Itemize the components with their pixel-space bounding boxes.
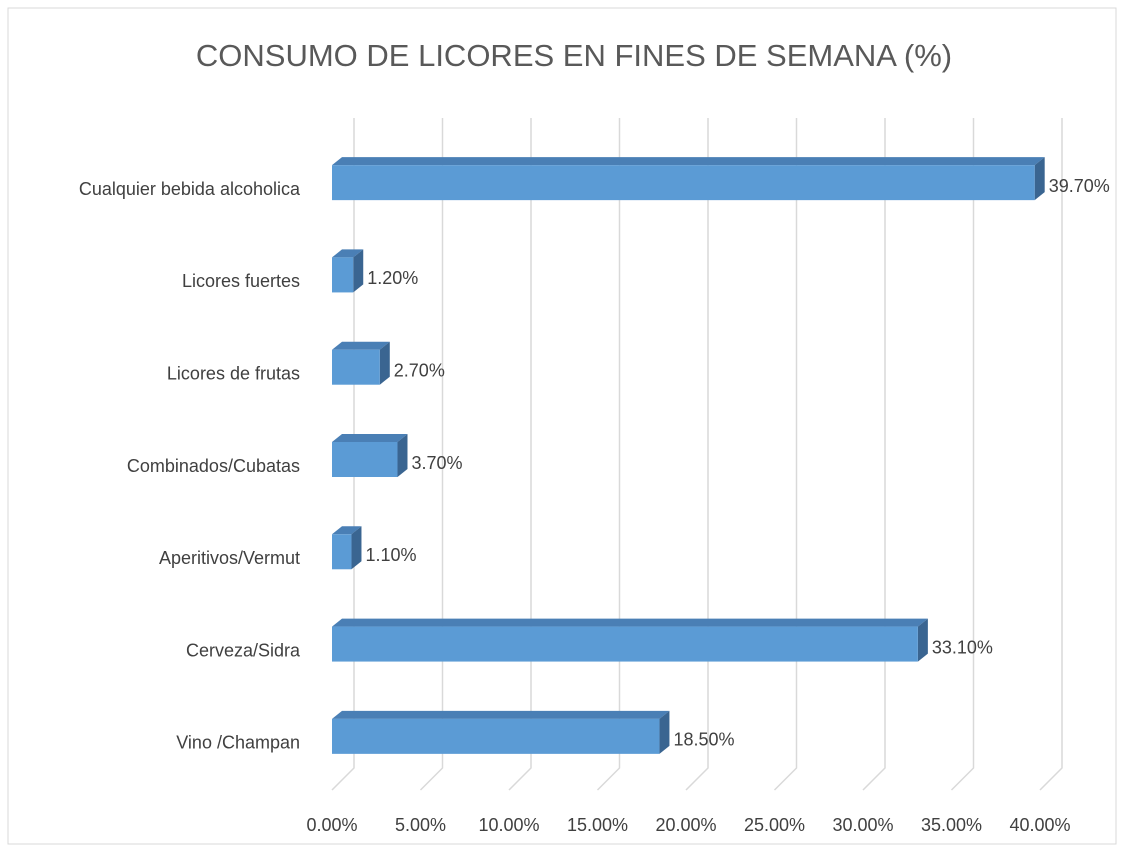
bar <box>332 618 928 662</box>
value-label: 18.50% <box>673 730 734 750</box>
bar-top <box>332 618 928 627</box>
y-tick-label: Cualquier bebida alcoholica <box>79 179 301 199</box>
bar-top <box>332 434 408 442</box>
value-label: 3.70% <box>411 453 462 473</box>
x-tick-label: 5.00% <box>395 815 446 835</box>
bar-front <box>332 165 1035 201</box>
bar-top <box>332 157 1045 166</box>
bar-side <box>351 526 362 570</box>
bar <box>332 341 390 385</box>
bar <box>332 157 1045 201</box>
chart-frame <box>7 7 1117 845</box>
grid-line <box>773 118 798 791</box>
bar-top <box>332 341 390 350</box>
x-tick-label: 40.00% <box>1009 815 1070 835</box>
bar-front <box>332 534 352 570</box>
x-tick-label: 10.00% <box>478 815 539 835</box>
x-tick-label: 35.00% <box>921 815 982 835</box>
bar-top <box>332 526 362 535</box>
grid-line <box>862 118 886 791</box>
bar <box>332 710 670 754</box>
grid-line <box>1039 118 1063 791</box>
x-tick-label: 25.00% <box>744 815 805 835</box>
grid-line <box>419 118 444 791</box>
y-tick-label: Licores de frutas <box>167 363 300 383</box>
y-tick-label: Vino /Champan <box>176 733 300 753</box>
bar-side <box>353 249 364 293</box>
bar-front <box>332 442 398 477</box>
bar-side <box>397 434 408 477</box>
value-label: 1.20% <box>367 268 418 288</box>
bar-top <box>332 710 670 719</box>
bar-side <box>1034 157 1045 201</box>
bar <box>332 434 408 477</box>
y-tick-label: Combinados/Cubatas <box>127 456 300 476</box>
grid-line <box>596 118 621 791</box>
grid-line <box>508 118 532 791</box>
value-label: 2.70% <box>394 360 445 380</box>
x-tick-label: 20.00% <box>655 815 716 835</box>
y-tick-label: Cerveza/Sidra <box>186 640 301 660</box>
grid-line <box>685 118 709 791</box>
bar <box>332 249 364 293</box>
value-label: 1.10% <box>365 545 416 565</box>
y-tick-label: Licores fuertes <box>182 271 300 291</box>
x-tick-label: 30.00% <box>832 815 893 835</box>
bar-front <box>332 718 660 754</box>
bar-front <box>332 626 918 662</box>
grid-line <box>950 118 975 791</box>
bar-top <box>332 249 364 258</box>
value-label: 39.70% <box>1049 176 1110 196</box>
x-tick-label: 15.00% <box>567 815 628 835</box>
y-tick-label: Aperitivos/Vermut <box>159 548 300 568</box>
bar-side <box>659 710 670 754</box>
bar-side <box>917 618 928 662</box>
bar-front <box>332 349 380 385</box>
chart-title: CONSUMO DE LICORES EN FINES DE SEMANA (%… <box>196 38 952 73</box>
bar-front <box>332 257 354 293</box>
grid-line <box>331 118 355 791</box>
bar <box>332 526 362 570</box>
x-tick-label: 0.00% <box>306 815 357 835</box>
value-label: 33.10% <box>932 637 993 657</box>
bar-side <box>379 341 390 385</box>
